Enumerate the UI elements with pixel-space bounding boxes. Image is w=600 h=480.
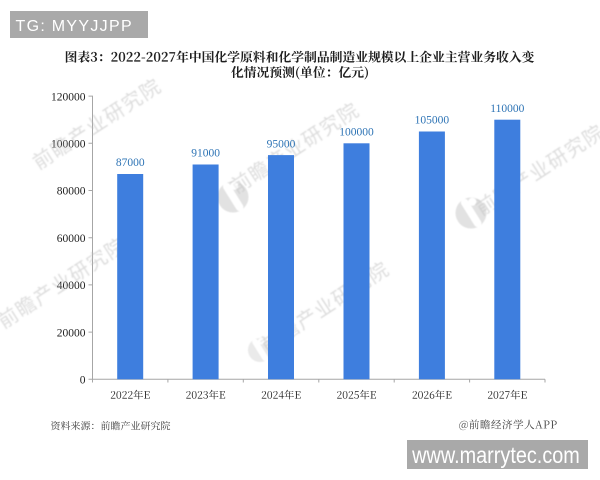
svg-text:www.marrytec.com: www.marrytec.com [411, 441, 580, 468]
svg-text:87000: 87000 [116, 157, 145, 169]
svg-text:95000: 95000 [267, 138, 296, 150]
svg-text:91000: 91000 [191, 148, 220, 160]
svg-text:105000: 105000 [415, 115, 450, 127]
svg-text:0: 0 [80, 375, 86, 387]
svg-text:80000: 80000 [57, 186, 86, 198]
svg-text:110000: 110000 [490, 103, 524, 115]
svg-text:20000: 20000 [57, 327, 86, 339]
svg-text:TG: MYYJJPP: TG: MYYJJPP [16, 18, 133, 35]
svg-text:120000: 120000 [51, 91, 86, 103]
svg-text:60000: 60000 [57, 233, 86, 245]
svg-text:100000: 100000 [339, 127, 374, 139]
